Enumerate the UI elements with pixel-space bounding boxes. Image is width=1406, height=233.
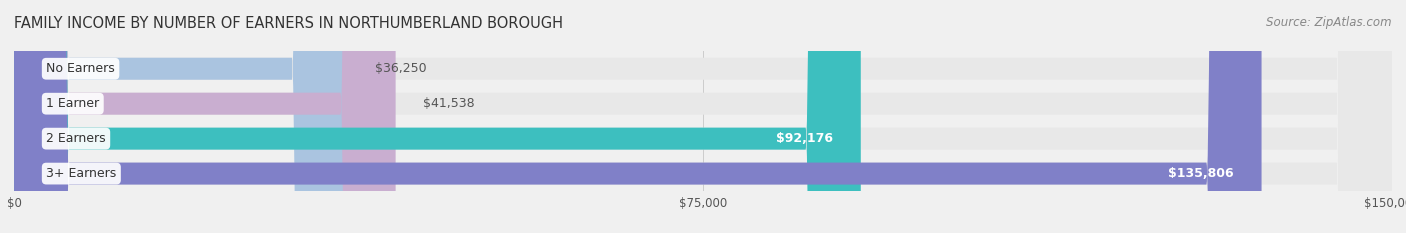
Text: 3+ Earners: 3+ Earners <box>46 167 117 180</box>
FancyBboxPatch shape <box>14 0 860 233</box>
Text: $41,538: $41,538 <box>423 97 475 110</box>
FancyBboxPatch shape <box>14 0 1392 233</box>
FancyBboxPatch shape <box>14 0 395 233</box>
Text: No Earners: No Earners <box>46 62 115 75</box>
FancyBboxPatch shape <box>14 0 347 233</box>
Text: $135,806: $135,806 <box>1168 167 1234 180</box>
Text: 2 Earners: 2 Earners <box>46 132 105 145</box>
Text: $36,250: $36,250 <box>374 62 426 75</box>
FancyBboxPatch shape <box>14 0 1392 233</box>
FancyBboxPatch shape <box>14 0 1261 233</box>
Text: 1 Earner: 1 Earner <box>46 97 100 110</box>
FancyBboxPatch shape <box>14 0 1392 233</box>
FancyBboxPatch shape <box>14 0 1392 233</box>
Text: FAMILY INCOME BY NUMBER OF EARNERS IN NORTHUMBERLAND BOROUGH: FAMILY INCOME BY NUMBER OF EARNERS IN NO… <box>14 16 562 31</box>
Text: $92,176: $92,176 <box>776 132 834 145</box>
Text: Source: ZipAtlas.com: Source: ZipAtlas.com <box>1267 16 1392 29</box>
